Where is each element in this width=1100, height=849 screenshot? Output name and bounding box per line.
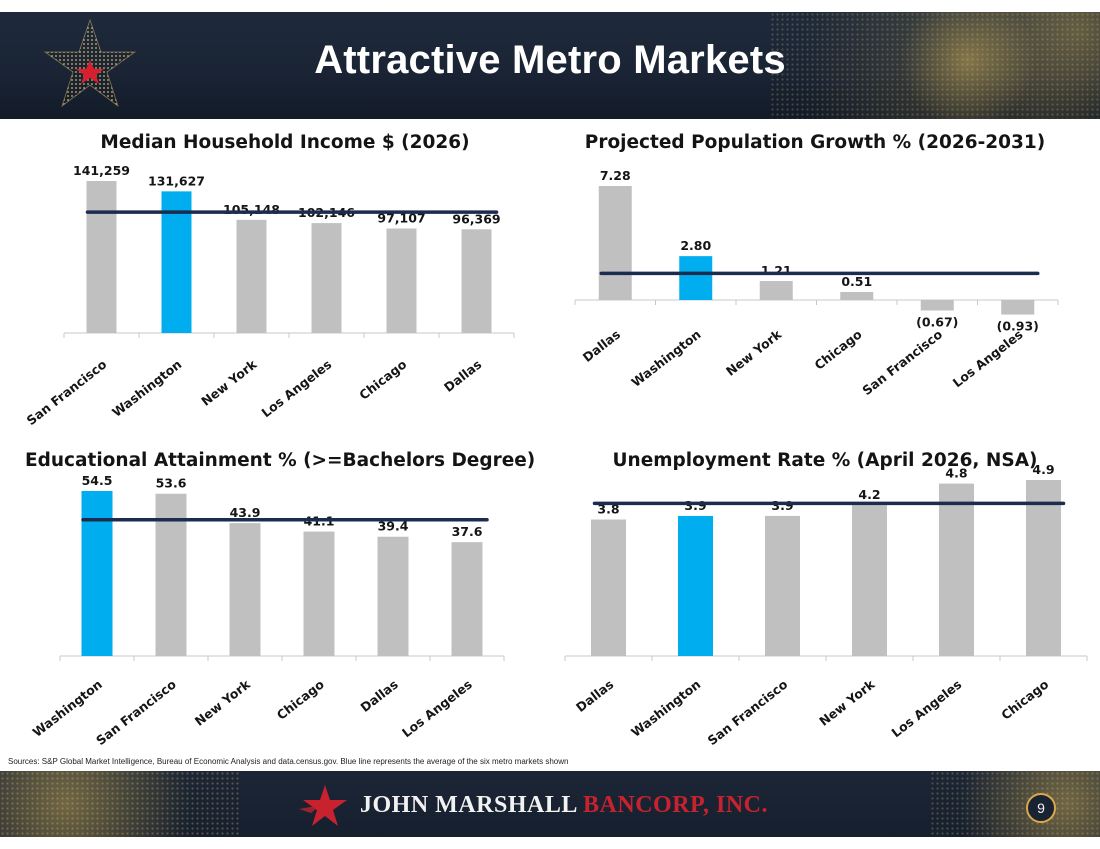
data-label: 54.5	[82, 473, 113, 488]
data-label: (0.67)	[916, 314, 958, 329]
bar-washington	[161, 191, 192, 333]
slide-footer: JOHN MARSHALL BANCORP, INC.	[0, 771, 1100, 837]
chart-title: Median Household Income $ (2026)	[100, 132, 470, 153]
data-label: 4.9	[1032, 462, 1054, 477]
category-label: San Francisco	[93, 676, 179, 748]
bar-chicago	[840, 292, 874, 300]
chart-plot-population: 7.28 Dallas 2.80 Washington 1.21 New York 0.51…	[574, 168, 1059, 398]
bar-washington	[678, 515, 713, 656]
bar-san-francisco	[920, 300, 954, 311]
chart-median-household-income: Median Household Income $ (2026) 141,259…	[24, 130, 540, 430]
category-label: Dallas	[573, 677, 616, 715]
chart-plot-education: 54.5 Washington 53.6 San Francisco 43.9 New Y…	[30, 473, 505, 748]
category-label: Chicago	[998, 676, 1051, 722]
header-sparkle-texture	[770, 12, 1100, 119]
data-label: (0.93)	[997, 319, 1039, 334]
chart-plot-income: 141,259 San Francisco 131,627 Washington 105…	[24, 163, 515, 428]
bar-los-angeles	[939, 483, 974, 656]
data-label: 4.8	[945, 466, 967, 481]
category-label: Los Angeles	[258, 357, 334, 421]
bar-chicago	[1026, 480, 1061, 656]
data-label: 39.4	[378, 519, 409, 534]
brand-name-secondary: BANCORP, INC.	[583, 792, 768, 818]
category-label: Washington	[109, 357, 184, 420]
chart-unemployment-rate: Unemployment Rate % (April 2026, NSA) 3.…	[564, 450, 1088, 755]
category-label: Washington	[628, 677, 703, 740]
bar-dallas	[598, 186, 632, 300]
category-label: Chicago	[274, 676, 327, 722]
bar-dallas	[461, 229, 492, 333]
bar-los-angeles	[311, 223, 342, 333]
data-label: 141,259	[73, 163, 130, 178]
category-label: Dallas	[580, 327, 623, 365]
chart-title: Projected Population Growth % (2026-2031…	[584, 132, 1046, 153]
page-number-badge: 9	[1026, 793, 1056, 823]
data-label: 105,148	[223, 202, 280, 217]
data-label: 43.9	[230, 505, 261, 520]
category-label: Dallas	[358, 677, 401, 715]
chart-educational-attainment: Educational Attainment % (>=Bachelors De…	[25, 450, 535, 755]
bar-san-francisco	[765, 515, 800, 656]
bar-los-angeles	[1001, 300, 1035, 315]
bar-new-york	[852, 505, 887, 656]
category-label: Chicago	[811, 326, 864, 372]
category-label: Los Angeles	[399, 677, 475, 741]
category-label: Los Angeles	[888, 677, 964, 741]
data-label: 53.6	[156, 476, 187, 491]
data-label: 2.80	[680, 238, 711, 253]
data-label: 96,369	[452, 211, 500, 226]
category-label: San Francisco	[705, 676, 791, 748]
red-star-brand-icon	[299, 785, 347, 826]
chart-title: Educational Attainment % (>=Bachelors De…	[25, 450, 536, 471]
chart-population-growth: Projected Population Growth % (2026-2031…	[565, 130, 1065, 440]
footer-sparkle-texture-left	[0, 771, 240, 837]
category-label: Chicago	[356, 356, 409, 402]
bar-dallas	[377, 536, 409, 656]
category-label: Washington	[628, 327, 703, 390]
brand-name-primary: JOHN MARSHALL	[360, 792, 577, 818]
bar-chicago	[303, 531, 335, 656]
company-brand-name: JOHN MARSHALL BANCORP, INC.	[360, 792, 768, 819]
data-label: 0.51	[841, 274, 872, 289]
category-label: San Francisco	[24, 356, 110, 428]
bar-new-york	[229, 523, 261, 656]
data-label: 4.2	[858, 487, 880, 502]
data-label: 3.9	[684, 498, 706, 513]
gold-star-logo-icon	[43, 18, 137, 108]
data-label: 1.21	[761, 263, 792, 278]
data-label: 97,107	[377, 211, 425, 226]
chart-plot-unemployment: 3.8 Dallas 3.9 Washington 3.9 San Francisco 4.…	[564, 462, 1088, 748]
category-label: New York	[192, 676, 254, 729]
footer-sparkle-texture-right	[930, 771, 1100, 837]
bar-dallas	[591, 519, 626, 656]
bar-washington	[679, 256, 713, 300]
data-label: 3.9	[771, 498, 793, 513]
category-label: Los Angeles	[950, 327, 1026, 391]
sources-note: Sources: S&P Global Market Intelligence,…	[8, 757, 569, 766]
category-label: San Francisco	[859, 326, 945, 398]
data-label: 37.6	[452, 524, 483, 539]
category-label: Dallas	[441, 357, 484, 395]
data-label: 131,627	[148, 173, 205, 188]
data-label: 3.8	[597, 502, 619, 517]
slide-header: Attractive Metro Markets	[0, 12, 1100, 119]
data-label: 7.28	[600, 168, 631, 183]
bar-new-york	[759, 281, 793, 300]
category-label: Washington	[30, 677, 105, 740]
bar-los-angeles	[451, 542, 483, 656]
bar-san-francisco	[86, 181, 117, 333]
page-title: Attractive Metro Markets	[314, 38, 786, 82]
bar-new-york	[236, 219, 267, 333]
bar-chicago	[386, 228, 417, 333]
category-label: New York	[198, 356, 260, 409]
bar-washington	[81, 491, 113, 656]
category-label: New York	[816, 676, 878, 729]
category-label: New York	[723, 326, 785, 379]
chart-title: Unemployment Rate % (April 2026, NSA)	[612, 450, 1038, 471]
